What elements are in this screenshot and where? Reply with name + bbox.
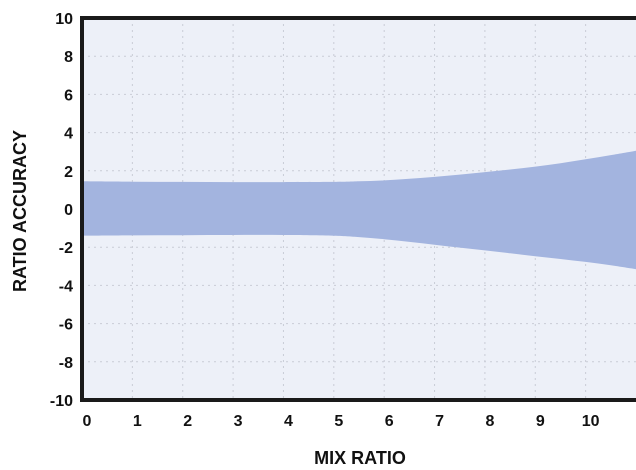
x-tick-label: 2 <box>183 413 192 430</box>
y-tick-label: -8 <box>59 355 73 372</box>
y-tick-label: -10 <box>50 393 73 410</box>
y-tick-label: 6 <box>64 87 73 104</box>
x-axis-title: MIX RATIO <box>314 448 406 468</box>
x-tick-label: 6 <box>385 413 394 430</box>
y-tick-label: -6 <box>59 317 73 334</box>
x-tick-labels: 0 1 2 3 4 5 6 7 8 9 10 <box>83 413 600 430</box>
x-tick-label: 0 <box>83 413 92 430</box>
accuracy-band <box>82 150 636 270</box>
y-tick-label: -4 <box>59 278 73 295</box>
y-tick-label: 2 <box>64 164 73 181</box>
axis-frame <box>80 16 636 402</box>
y-tick-labels: 10 8 6 4 2 0 -2 -4 -6 -8 -10 <box>50 11 73 410</box>
x-tick-label: 10 <box>582 413 600 430</box>
y-tick-label: 8 <box>64 49 73 66</box>
y-axis-title: RATIO ACCURACY <box>10 130 30 292</box>
x-tick-label: 8 <box>485 413 494 430</box>
x-tick-label: 7 <box>435 413 444 430</box>
x-tick-label: 9 <box>536 413 545 430</box>
x-tick-label: 4 <box>284 413 293 430</box>
y-tick-label: 10 <box>55 11 73 28</box>
y-tick-label: 4 <box>64 126 73 143</box>
x-tick-label: 5 <box>334 413 343 430</box>
y-tick-label: 0 <box>64 202 73 219</box>
x-tick-label: 1 <box>133 413 142 430</box>
y-tick-label: -2 <box>59 240 73 257</box>
x-tick-label: 3 <box>234 413 243 430</box>
